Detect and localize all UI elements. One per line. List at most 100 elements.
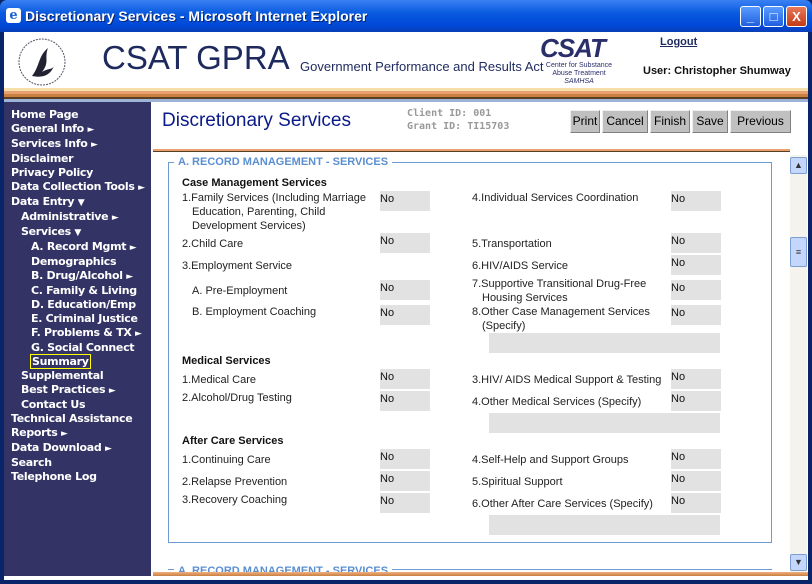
hiv-aids-service-label: 6.HIV/AIDS Service xyxy=(472,260,568,272)
sidebar-item-d-education-emp[interactable]: D. Education/Emp xyxy=(11,298,151,312)
self-help-field[interactable]: No xyxy=(671,449,721,469)
page-title: Discretionary Services xyxy=(162,110,351,131)
stripe xyxy=(4,91,808,94)
medical-care-label: 1.Medical Care xyxy=(182,374,256,386)
sidebar-item-label: Technical Assistance xyxy=(11,412,133,425)
scroll-up-button[interactable]: ▲ xyxy=(790,157,807,174)
relapse-prevention-label: 2.Relapse Prevention xyxy=(182,476,288,488)
submenu-arrow-icon: ► xyxy=(105,444,112,454)
sidebar-item-best-practices[interactable]: Best Practices ► xyxy=(11,383,151,398)
employment-service-label: 3.Employment Service xyxy=(182,260,293,272)
other-medical-field[interactable]: No xyxy=(671,391,721,411)
scroll-thumb[interactable]: ≡ xyxy=(790,237,807,267)
csat-logo: CSAT xyxy=(540,33,606,63)
sidebar-item-b-drug-alcohol[interactable]: B. Drug/Alcohol ► xyxy=(11,269,151,284)
logout-link[interactable]: Logout xyxy=(660,36,698,48)
scroll-down-button[interactable]: ▼ xyxy=(790,554,807,571)
hiv-medical-label: 3.HIV/ AIDS Medical Support & Testing xyxy=(472,374,662,386)
submenu-arrow-icon: ► xyxy=(138,183,145,193)
sidebar-item-label: C. Family & Living xyxy=(31,284,137,297)
spiritual-support-field[interactable]: No xyxy=(671,471,721,491)
other-medical-specify-field[interactable] xyxy=(489,413,720,433)
sidebar-item-services[interactable]: Services ▼ xyxy=(11,225,151,240)
sidebar-item-reports[interactable]: Reports ► xyxy=(11,426,151,441)
sidebar-item-label: Services Info xyxy=(11,137,88,150)
other-case-mgmt-specify-field[interactable] xyxy=(489,333,720,353)
sidebar-item-label: Disclaimer xyxy=(11,152,74,165)
sidebar-item-g-social-connect[interactable]: G. Social Connect xyxy=(11,341,151,355)
recovery-coaching-field[interactable]: No xyxy=(380,493,430,513)
sidebar-item-telephone-log[interactable]: Telephone Log xyxy=(11,470,151,484)
sidebar-item-supplemental[interactable]: Supplemental xyxy=(11,369,151,383)
finish-button[interactable]: Finish xyxy=(650,110,690,133)
child-care-label: 2.Child Care xyxy=(182,238,244,250)
submenu-arrow-icon: ► xyxy=(126,272,133,282)
submenu-arrow-icon: ► xyxy=(91,140,98,150)
submenu-arrow-icon: ► xyxy=(129,243,137,253)
continuing-care-label: 1.Continuing Care xyxy=(182,454,271,466)
divider xyxy=(153,149,790,151)
section-legend: A. RECORD MANAGEMENT - SERVICES xyxy=(174,156,393,168)
maximize-button[interactable]: □ xyxy=(763,6,784,27)
sidebar-item-data-collection-tools[interactable]: Data Collection Tools ► xyxy=(11,180,151,195)
minimize-button[interactable]: _ xyxy=(740,6,761,27)
sidebar-item-technical-assistance[interactable]: Technical Assistance xyxy=(11,412,151,426)
child-care-field[interactable]: No xyxy=(380,233,430,253)
sidebar-item-c-family-living[interactable]: C. Family & Living xyxy=(11,284,151,298)
print-button[interactable]: Print xyxy=(570,110,600,133)
sidebar-item-f-problems-tx[interactable]: F. Problems & TX ► xyxy=(11,326,151,341)
pre-employment-field[interactable]: No xyxy=(380,280,430,300)
stripe xyxy=(4,88,808,91)
services-fieldset xyxy=(168,162,772,543)
transportation-field[interactable]: No xyxy=(671,233,721,253)
sidebar-item-e-criminal-justice[interactable]: E. Criminal Justice xyxy=(11,312,151,326)
sidebar-item-disclaimer[interactable]: Disclaimer xyxy=(11,152,151,166)
close-button[interactable]: X xyxy=(786,6,807,27)
sidebar-item-a-record-mgmt[interactable]: A. Record Mgmt ► xyxy=(11,240,151,255)
sidebar-item-general-info[interactable]: General Info ► xyxy=(11,122,151,137)
grant-id: Grant ID: TI15703 xyxy=(407,121,510,132)
cancel-button[interactable]: Cancel xyxy=(602,110,648,133)
drug-testing-field[interactable]: No xyxy=(380,391,430,411)
sidebar-item-search[interactable]: Search xyxy=(11,456,151,470)
self-help-label: 4.Self-Help and Support Groups xyxy=(472,454,629,466)
sidebar-item-label: Contact Us xyxy=(21,398,86,411)
save-button[interactable]: Save xyxy=(692,110,728,133)
sidebar-item-data-entry[interactable]: Data Entry ▼ xyxy=(11,195,151,210)
hiv-aids-service-field[interactable]: No xyxy=(671,255,721,275)
sidebar-item-label: G. Social Connect xyxy=(31,341,135,354)
sidebar-item-summary[interactable]: Summary xyxy=(11,354,151,369)
after-care-heading: After Care Services xyxy=(182,435,284,447)
other-after-care-field[interactable]: No xyxy=(671,493,721,513)
employment-coaching-field[interactable]: No xyxy=(380,305,430,325)
title-bar: e Discretionary Services - Microsoft Int… xyxy=(0,0,812,32)
sidebar-item-label: Home Page xyxy=(11,108,79,121)
sidebar-item-label: Best Practices xyxy=(21,383,106,396)
relapse-prevention-field[interactable]: No xyxy=(380,471,430,491)
hiv-medical-field[interactable]: No xyxy=(671,369,721,389)
sidebar-item-label: Data Collection Tools xyxy=(11,180,135,193)
supportive-housing-field[interactable]: No xyxy=(671,280,721,300)
individual-coordination-field[interactable]: No xyxy=(671,191,721,211)
csat-logo-sub: Center for Substance Abuse Treatment SAMHS… xyxy=(545,62,613,85)
medical-care-field[interactable]: No xyxy=(380,369,430,389)
sidebar-item-label: Administrative xyxy=(21,210,109,223)
medical-heading: Medical Services xyxy=(182,355,271,367)
sidebar-item-data-download[interactable]: Data Download ► xyxy=(11,441,151,456)
vertical-scrollbar[interactable]: ▲ ≡ ▼ xyxy=(790,155,807,572)
sidebar-nav: Home Page General Info ► Services Info ► Di… xyxy=(4,102,151,576)
sidebar-item-privacy-policy[interactable]: Privacy Policy xyxy=(11,166,151,180)
sidebar-item-home-page[interactable]: Home Page xyxy=(11,108,151,122)
sidebar-item-contact-us[interactable]: Contact Us xyxy=(11,398,151,412)
previous-button[interactable]: Previous xyxy=(730,110,791,133)
stripe xyxy=(4,94,808,97)
other-after-care-specify-field[interactable] xyxy=(489,515,720,535)
header: CSAT GPRA Government Performance and Res… xyxy=(4,32,808,88)
bottom-stripe xyxy=(153,572,808,576)
continuing-care-field[interactable]: No xyxy=(380,449,430,469)
other-case-mgmt-field[interactable]: No xyxy=(671,305,721,325)
family-services-field[interactable]: No xyxy=(380,191,430,211)
sidebar-item-demographics[interactable]: Demographics xyxy=(11,255,151,269)
sidebar-item-services-info[interactable]: Services Info ► xyxy=(11,137,151,152)
sidebar-item-administrative[interactable]: Administrative ► xyxy=(11,210,151,225)
